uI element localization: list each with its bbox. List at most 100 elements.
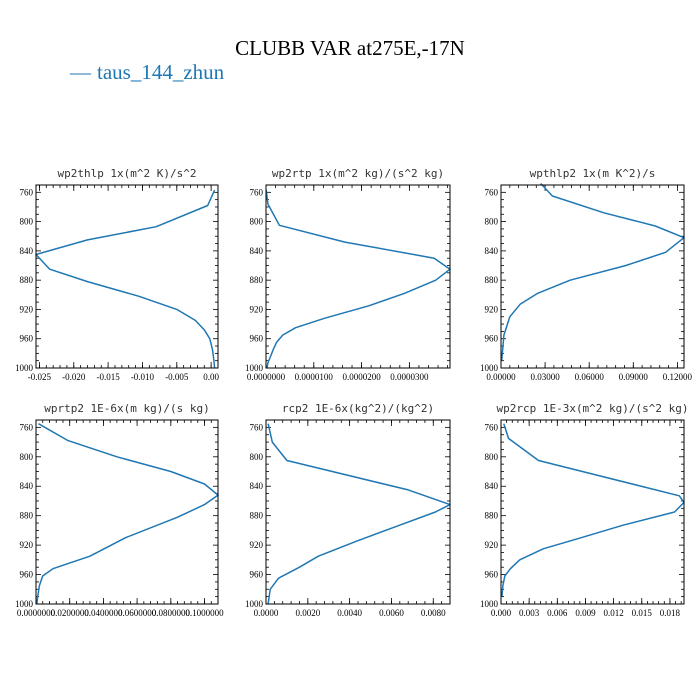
panel-title: wpthlp2 1x(m K^2)/s xyxy=(530,167,656,180)
x-tick-label: 0.009 xyxy=(575,608,596,618)
y-tick-label: 760 xyxy=(485,422,499,432)
x-tick-label: 0.0020 xyxy=(295,608,320,618)
x-tick-label: 0.0200000 xyxy=(51,608,90,618)
panel-title: rcp2 1E-6x(kg^2)/(kg^2) xyxy=(282,402,434,415)
series-line xyxy=(267,423,451,605)
x-tick-label: 0.0000000 xyxy=(247,372,286,382)
y-tick-label: 800 xyxy=(250,217,264,227)
chart-title: CLUBB VAR at275E,-17N xyxy=(235,36,465,60)
y-tick-label: 840 xyxy=(20,246,34,256)
x-tick-label: 0.0600000 xyxy=(118,608,157,618)
x-tick-label: -0.025 xyxy=(28,372,52,382)
panel-title: wp2rcp 1E-3x(m^2 kg)/(s^2 kg) xyxy=(496,402,688,415)
x-tick-label: 0.06000 xyxy=(575,372,605,382)
y-tick-label: 960 xyxy=(250,334,264,344)
x-tick-label: 0.12000 xyxy=(663,372,693,382)
y-tick-label: 920 xyxy=(485,540,499,550)
y-tick-label: 880 xyxy=(20,511,34,521)
y-tick-label: 840 xyxy=(485,246,499,256)
x-tick-label: 0.018 xyxy=(660,608,681,618)
y-tick-label: 880 xyxy=(250,511,264,521)
y-tick-label: 880 xyxy=(250,275,264,285)
panel-title: wp2thlp 1x(m^2 K)/s^2 xyxy=(57,167,196,180)
legend-label: taus_144_zhun xyxy=(97,60,225,84)
y-tick-label: 920 xyxy=(20,304,34,314)
y-tick-label: 920 xyxy=(20,540,34,550)
x-tick-label: 0.015 xyxy=(632,608,653,618)
x-tick-label: -0.020 xyxy=(62,372,86,382)
plot-frame xyxy=(265,184,451,369)
y-tick-label: 800 xyxy=(485,217,499,227)
y-tick-label: 920 xyxy=(485,304,499,314)
x-tick-label: 0.09000 xyxy=(619,372,649,382)
chart-panel: wp2rcp 1E-3x(m^2 kg)/(s^2 kg) 760 800 840 88… xyxy=(480,402,689,618)
y-tick-label: 840 xyxy=(250,246,264,256)
panel-title: wp2rtp 1x(m^2 kg)/(s^2 kg) xyxy=(272,167,444,180)
y-tick-label: 1000 xyxy=(480,363,499,373)
y-tick-label: 920 xyxy=(250,304,264,314)
legend: — taus_144_zhun xyxy=(70,60,224,85)
x-tick-label: 0.0000300 xyxy=(390,372,429,382)
x-tick-label: 0.0000100 xyxy=(295,372,334,382)
x-tick-label: 0.0080 xyxy=(421,608,446,618)
legend-line-marker: — xyxy=(70,60,91,84)
x-tick-label: 0.0000200 xyxy=(342,372,381,382)
x-tick-label: 0.0040 xyxy=(337,608,362,618)
y-tick-label: 760 xyxy=(250,187,264,197)
chart-panel: wpthlp2 1x(m K^2)/s 760 800 840 880 920 960 100… xyxy=(480,167,693,382)
y-tick-label: 920 xyxy=(250,540,264,550)
y-tick-label: 760 xyxy=(485,187,499,197)
plot-frame xyxy=(35,184,219,369)
y-tick-label: 840 xyxy=(250,481,264,491)
chart-panel: wprtp2 1E-6x(m kg)/(s kg) 760 800 840 880 920… xyxy=(15,402,224,618)
y-tick-label: 800 xyxy=(250,452,264,462)
panel-title: wprtp2 1E-6x(m kg)/(s kg) xyxy=(44,402,210,415)
y-tick-label: 800 xyxy=(20,217,34,227)
x-tick-label: 0.1000000 xyxy=(185,608,224,618)
x-tick-label: 0.003 xyxy=(519,608,540,618)
series-line xyxy=(500,182,685,361)
x-tick-label: 0.0800000 xyxy=(152,608,191,618)
y-tick-label: 1000 xyxy=(245,599,264,609)
plot-frame xyxy=(265,419,451,605)
x-tick-label: 0.0000000 xyxy=(17,608,56,618)
series-line xyxy=(265,190,451,369)
x-tick-label: 0.0000 xyxy=(254,608,279,618)
y-tick-label: 1000 xyxy=(480,599,499,609)
chart-panel: wp2thlp 1x(m^2 K)/s^2 760 800 840 880 920 960 1… xyxy=(15,167,220,382)
y-tick-label: 960 xyxy=(20,334,34,344)
y-tick-label: 880 xyxy=(485,275,499,285)
x-tick-label: -0.015 xyxy=(96,372,120,382)
y-tick-label: 840 xyxy=(20,481,34,491)
chart-panel: rcp2 1E-6x(kg^2)/(kg^2) 760 800 840 880 920 96… xyxy=(245,402,451,618)
series-line xyxy=(35,189,216,369)
y-tick-label: 880 xyxy=(20,275,34,285)
y-tick-label: 760 xyxy=(250,422,264,432)
y-tick-label: 960 xyxy=(250,570,264,580)
y-tick-label: 760 xyxy=(20,187,34,197)
plot-frame xyxy=(35,419,219,605)
y-tick-label: 960 xyxy=(485,334,499,344)
x-tick-label: -0.005 xyxy=(165,372,189,382)
y-tick-label: 800 xyxy=(20,452,34,462)
series-line xyxy=(36,423,219,605)
y-tick-label: 760 xyxy=(20,422,34,432)
x-tick-label: 0.00 xyxy=(203,372,219,382)
plot-frame xyxy=(500,184,685,369)
x-tick-label: 0.0060 xyxy=(379,608,404,618)
y-tick-label: 960 xyxy=(20,570,34,580)
x-tick-label: -0.010 xyxy=(131,372,155,382)
x-tick-label: 0.000 xyxy=(491,608,512,618)
y-tick-label: 800 xyxy=(485,452,499,462)
x-tick-label: 0.006 xyxy=(547,608,568,618)
y-tick-label: 1000 xyxy=(245,363,264,373)
x-tick-label: 0.0400000 xyxy=(84,608,123,618)
x-tick-label: 0.03000 xyxy=(530,372,560,382)
y-tick-label: 960 xyxy=(485,570,499,580)
chart-panel: wp2rtp 1x(m^2 kg)/(s^2 kg) 760 800 840 880 92… xyxy=(245,167,451,382)
y-tick-label: 840 xyxy=(485,481,499,491)
y-tick-label: 880 xyxy=(485,511,499,521)
plot-frame xyxy=(500,419,685,605)
series-line xyxy=(501,423,685,597)
